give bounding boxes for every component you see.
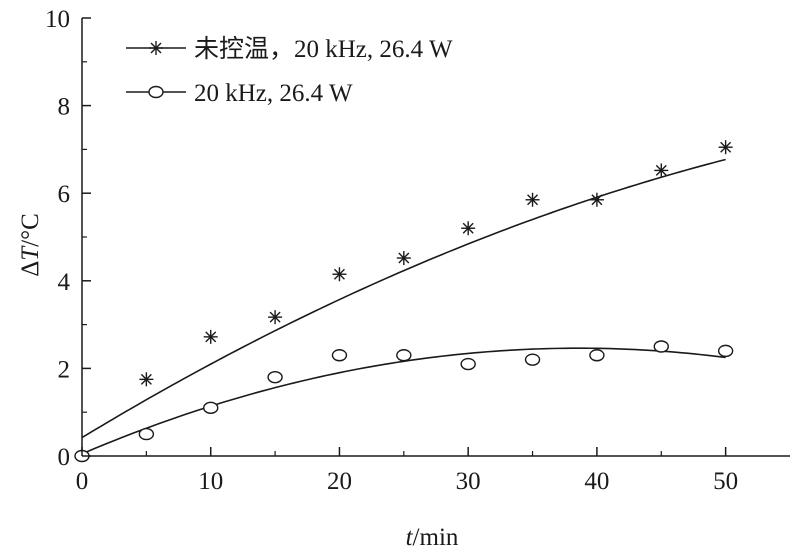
point-series-1-3 [332,267,347,282]
legend-marker-series-1 [149,41,163,55]
x-tick-label-1: 10 [198,468,223,495]
point-series-1-6 [525,192,540,207]
y-tick-label-1: 2 [58,356,71,383]
legend-entry-series-1: 未控温，20 kHz, 26.4 W [126,35,453,63]
point-series-1-8 [654,163,669,178]
y-tick-label-3: 6 [58,181,71,208]
y-axis-label-prefix: Δ [17,261,44,277]
point-series-2-3 [267,370,283,384]
point-series-1-4 [396,251,411,266]
legend-label-series-1: 未控温，20 kHz, 26.4 W [194,35,453,63]
y-tick-label-4: 8 [58,94,71,121]
point-series-1-5 [461,221,476,236]
legend-entry-series-2: 20 kHz, 26.4 W [126,80,353,107]
point-series-1-0 [139,372,154,387]
point-series-1-2 [268,310,283,325]
x-axis-label-var: t [406,524,414,551]
point-series-1-7 [589,192,604,207]
y-tick-label-0: 0 [58,444,71,471]
point-series-1-9 [718,140,733,155]
point-series-2-6 [460,357,476,371]
point-series-2-1 [138,427,155,441]
legend: 未控温，20 kHz, 26.4 W 20 kHz, 26.4 W [126,35,453,107]
plot-layer: 0 10 20 30 40 50 0 2 4 6 8 10 [45,6,738,495]
y-axis-label-var: T [17,245,44,261]
point-series-2-9 [653,340,669,353]
point-series-2-5 [396,349,412,362]
y-axis-label: ΔT/°C [17,213,44,277]
point-series-2-4 [331,349,348,362]
point-series-2-7 [524,353,541,366]
y-tick-label-5: 10 [45,6,70,33]
legend-marker-series-2 [148,85,164,99]
legend-label-series-2: 20 kHz, 26.4 W [194,80,353,107]
x-axis-label-unit: /min [413,524,459,551]
y-tick-label-2: 4 [58,269,71,296]
x-axis-label: t/min [406,524,459,551]
fit-line-series-2 [81,347,726,455]
x-tick-label-2: 20 [327,468,352,495]
x-tick-label-5: 50 [713,468,738,495]
x-tick-label-0: 0 [76,468,89,495]
x-tick-label-4: 40 [584,468,609,495]
y-axis-label-unit: /°C [17,213,44,247]
point-series-2-10 [717,344,734,358]
point-series-2-2 [203,401,219,415]
x-tick-label-3: 30 [456,468,481,495]
fit-line-series-1 [81,158,726,439]
point-series-1-1 [203,329,218,344]
point-series-2-8 [589,349,605,362]
